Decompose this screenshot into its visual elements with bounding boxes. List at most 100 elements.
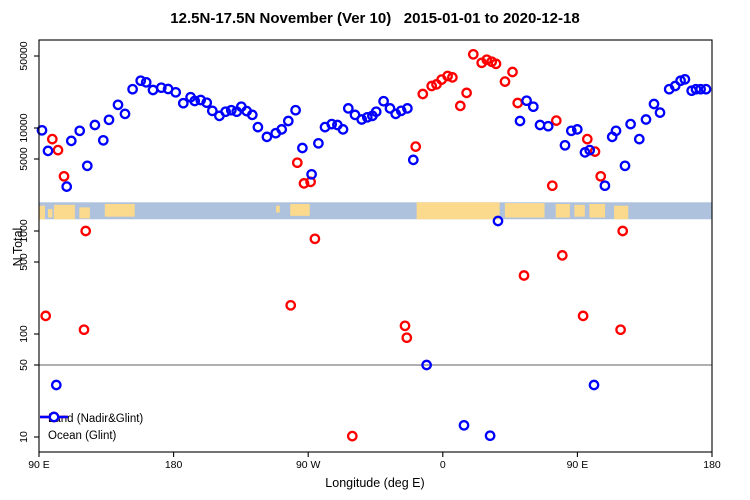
data-point-ocean bbox=[669, 80, 681, 92]
data-point-ocean bbox=[103, 114, 115, 126]
data-point-ocean bbox=[690, 83, 702, 95]
map-strip-land-patch bbox=[79, 207, 90, 219]
data-point-ocean bbox=[584, 144, 596, 156]
ocean-series-marker-icon bbox=[40, 411, 68, 423]
data-point-ocean bbox=[679, 73, 691, 85]
data-point-ocean bbox=[492, 215, 504, 227]
map-strip-land-patch bbox=[589, 203, 606, 218]
data-point-ocean bbox=[337, 124, 349, 135]
data-point-land bbox=[410, 141, 422, 152]
data-point-land bbox=[581, 133, 593, 145]
data-point-ocean bbox=[527, 101, 539, 113]
data-point-ocean bbox=[378, 95, 389, 107]
y-tick-label: 50 bbox=[18, 359, 30, 371]
data-point-land bbox=[80, 225, 92, 237]
data-point-land bbox=[490, 58, 502, 70]
data-point-ocean bbox=[356, 114, 368, 125]
data-point-ocean bbox=[147, 84, 159, 96]
data-point-land bbox=[499, 76, 511, 87]
data-point-ocean bbox=[306, 168, 317, 180]
data-point-ocean bbox=[282, 115, 294, 127]
data-point-ocean bbox=[619, 160, 631, 172]
data-point-ocean bbox=[189, 95, 201, 107]
data-point-land bbox=[346, 430, 358, 442]
data-point-ocean bbox=[571, 124, 583, 135]
data-point-ocean bbox=[361, 111, 373, 123]
map-strip-land-patch bbox=[504, 203, 545, 218]
map-strip-land-patch bbox=[53, 204, 75, 220]
data-point-ocean bbox=[610, 125, 622, 137]
data-point-ocean bbox=[559, 139, 571, 151]
map-strip-land-patch bbox=[416, 202, 500, 220]
data-point-ocean bbox=[326, 118, 338, 130]
data-point-land bbox=[467, 48, 479, 60]
data-point-ocean bbox=[119, 108, 131, 120]
data-point-land bbox=[291, 157, 303, 169]
data-point-land bbox=[512, 97, 524, 109]
data-point-ocean bbox=[313, 137, 324, 149]
map-strip-land-patch bbox=[555, 203, 570, 218]
data-point-ocean bbox=[140, 76, 152, 88]
data-point-ocean bbox=[458, 419, 470, 431]
data-point-ocean bbox=[521, 95, 532, 107]
map-strip-ocean bbox=[39, 202, 712, 220]
data-point-ocean bbox=[36, 124, 48, 136]
map-strip-land-patch bbox=[39, 205, 45, 220]
data-point-ocean bbox=[407, 154, 419, 166]
x-tick-label: 90 E bbox=[567, 459, 589, 471]
y-tick-label: 5000 bbox=[18, 147, 30, 171]
data-point-ocean bbox=[97, 134, 109, 146]
data-point-land bbox=[556, 250, 568, 261]
data-point-ocean bbox=[74, 125, 86, 137]
data-point-ocean bbox=[695, 83, 706, 95]
legend-item-ocean: Ocean (Glint) bbox=[39, 411, 143, 444]
data-point-land bbox=[507, 66, 518, 78]
data-point-ocean bbox=[402, 103, 413, 114]
data-point-land bbox=[577, 310, 589, 322]
y-axis-title: N Total bbox=[11, 227, 25, 267]
y-tick-label: 10 bbox=[18, 431, 30, 443]
data-point-ocean bbox=[155, 82, 167, 94]
data-point-ocean bbox=[588, 379, 600, 391]
data-point-ocean bbox=[89, 119, 101, 131]
data-point-ocean bbox=[201, 97, 213, 109]
map-strip-land-patch bbox=[290, 203, 310, 216]
data-point-ocean bbox=[252, 121, 264, 133]
data-point-land bbox=[298, 178, 310, 189]
y-tick-label: 1000 bbox=[18, 219, 30, 243]
data-point-land bbox=[595, 170, 607, 182]
data-point-ocean bbox=[648, 98, 660, 110]
data-point-ocean bbox=[297, 142, 308, 154]
data-point-ocean bbox=[654, 107, 666, 118]
data-point-ocean bbox=[625, 118, 636, 130]
data-point-ocean bbox=[206, 105, 218, 117]
data-point-ocean bbox=[50, 379, 62, 391]
data-point-land bbox=[52, 144, 64, 156]
map-strip-land-patch bbox=[276, 205, 280, 213]
data-point-land bbox=[615, 324, 626, 336]
x-tick-label: 180 bbox=[165, 459, 183, 471]
data-point-land bbox=[617, 225, 629, 237]
data-point-land bbox=[442, 70, 453, 82]
data-point-ocean bbox=[342, 103, 354, 114]
y-tick-label: 500 bbox=[18, 253, 30, 271]
data-point-ocean bbox=[384, 103, 396, 114]
x-tick-label: 90 W bbox=[296, 459, 321, 471]
data-point-ocean bbox=[633, 133, 645, 145]
data-point-ocean bbox=[225, 104, 237, 116]
y-tick-label: 100 bbox=[18, 325, 30, 343]
x-axis-title: Longitude (deg E) bbox=[325, 476, 425, 490]
data-point-ocean bbox=[290, 104, 301, 116]
data-point-land bbox=[46, 133, 58, 145]
data-point-land bbox=[401, 332, 413, 344]
map-strip-land-patch bbox=[614, 205, 629, 220]
data-point-land bbox=[285, 299, 297, 311]
data-point-ocean bbox=[246, 109, 258, 121]
data-point-land bbox=[426, 80, 438, 92]
data-point-ocean bbox=[514, 115, 526, 127]
y-tick-label: 50000 bbox=[18, 41, 30, 70]
data-point-ocean bbox=[565, 125, 577, 137]
data-point-land bbox=[399, 320, 411, 332]
map-strip-land-patch bbox=[47, 209, 53, 218]
